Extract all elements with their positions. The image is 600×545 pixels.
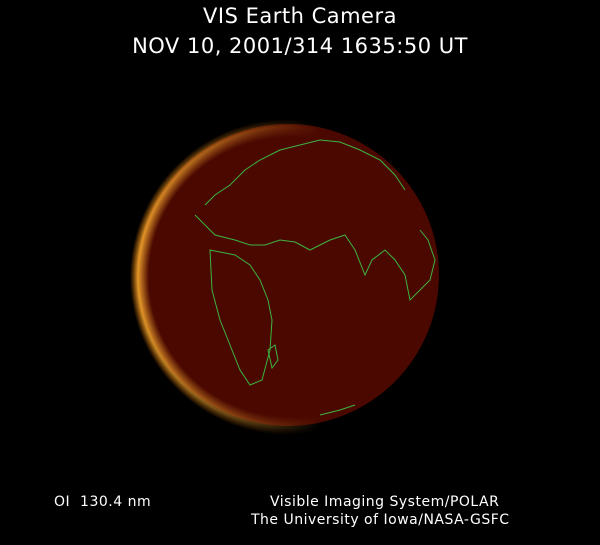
image-timestamp: NOV 10, 2001/314 1635:50 UT [132, 34, 468, 58]
credit-line-2: The University of Iowa/NASA-GSFC [251, 512, 510, 528]
wavelength-label: OI 130.4 nm [54, 494, 152, 510]
coastlines [194, 139, 436, 416]
credit-line-1: Visible Imaging System/POLAR [270, 494, 500, 510]
image-title: VIS Earth Camera [203, 4, 397, 28]
aurora-glow [130, 119, 446, 435]
